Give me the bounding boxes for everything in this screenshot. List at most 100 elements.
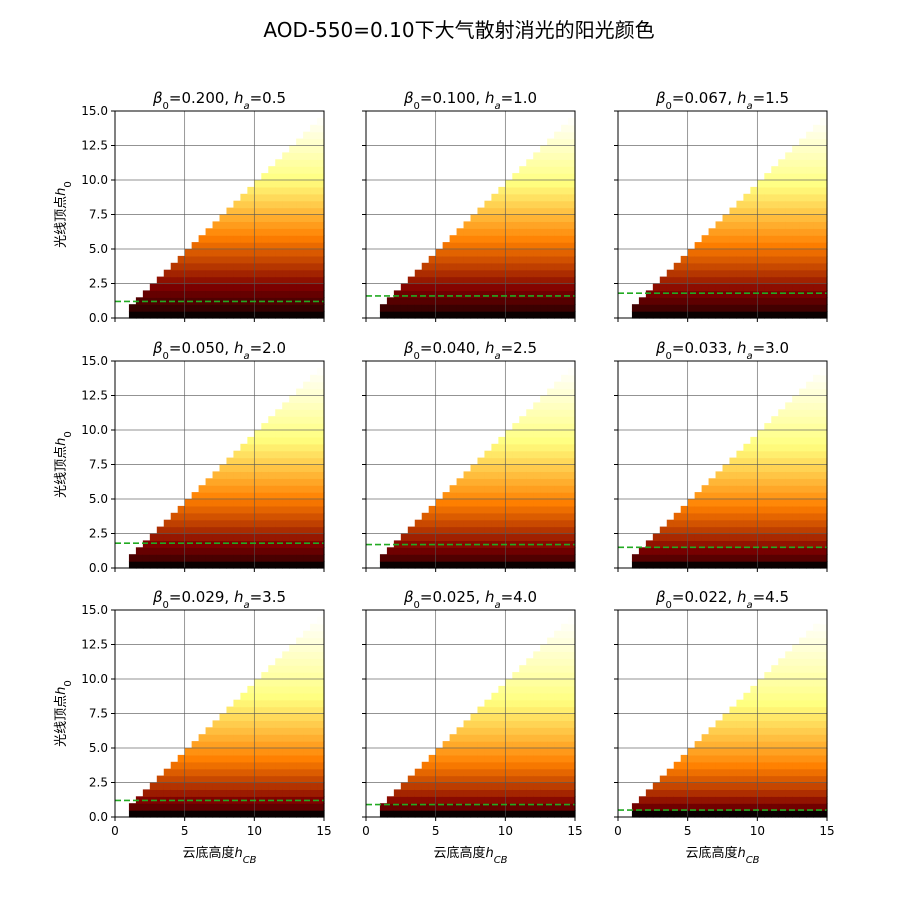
heatmap-cell [282,748,290,756]
heatmap-cell [240,768,248,777]
heatmap-cell [757,679,765,687]
heatmap-cell [442,748,451,756]
heatmap-cell [142,290,151,298]
heatmap-cell [778,699,786,708]
heatmap-cell [428,561,437,569]
heatmap-cell [407,290,416,298]
heatmap-cell [296,457,304,466]
heatmap-cell [310,540,318,548]
heatmap-cell [638,547,647,555]
heatmap-cell [268,443,276,452]
heatmap-cell [177,262,186,271]
heatmap-cell [533,457,541,466]
heatmap-cell [764,533,772,541]
heatmap-cell [757,782,765,790]
heatmap-cell [771,727,779,735]
heatmap-cell [156,290,165,298]
heatmap-cell [205,554,214,562]
heatmap-cell [708,235,717,243]
heatmap-cell [456,754,465,763]
heatmap-cell [505,533,513,541]
heatmap-cell [261,741,269,749]
heatmap-cell [310,685,318,694]
heatmap-cell [701,782,710,790]
heatmap-cell [233,457,241,466]
heatmap-cell [261,430,269,438]
heatmap-cell [799,436,807,445]
heatmap-cell [275,409,283,417]
heatmap-cell [561,526,569,535]
heatmap-cell [715,269,724,278]
heatmap-cell [289,810,297,818]
heatmap-cell [428,262,437,271]
heatmap-cell [303,395,311,403]
heatmap-cell [568,283,576,291]
heatmap-cell [184,782,193,790]
heatmap-cell [212,485,221,493]
heatmap-cell [652,533,661,541]
heatmap-cell [268,311,276,319]
heatmap-cell [449,768,458,777]
heatmap-cell [303,741,311,749]
heatmap-cell [296,145,304,153]
heatmap-cell [820,720,828,728]
heatmap-cell [219,540,228,548]
heatmap-cell [491,304,499,312]
heatmap-cell [254,311,262,319]
heatmap-cell [554,658,562,666]
heatmap-cell [310,803,318,811]
heatmap-cell [296,443,304,452]
heatmap-cell [554,214,562,222]
heatmap-cell [806,221,814,229]
heatmap-cell [813,283,821,291]
heatmap-cell [512,478,520,486]
heatmap-cell [568,402,576,410]
heatmap-cell [659,283,668,291]
heatmap-cell [289,242,297,250]
heatmap-cell [820,741,828,749]
heatmap-cell [296,193,304,202]
heatmap-cell [771,665,779,673]
heatmap-cell [813,727,821,735]
heatmap-cell [568,796,576,804]
heatmap-cell [303,255,311,264]
heatmap-cell [505,478,513,486]
heatmap-cell [526,242,534,250]
heatmap-cell [743,699,751,708]
heatmap-cell [400,561,409,569]
heatmap-cell [170,789,179,797]
heatmap-cell [687,540,696,548]
heatmap-cell [428,283,437,291]
heatmap-cell [163,533,172,541]
heatmap-cell [289,262,297,271]
heatmap-cell [785,290,793,298]
heatmap-cell [806,485,814,493]
heatmap-cell [743,512,751,521]
heatmap-cell [435,561,444,569]
heatmap-cell [540,810,548,818]
heatmap-cell [463,554,472,562]
heatmap-cell [771,311,779,319]
heatmap-cell [757,727,765,735]
heatmap-cell [687,283,696,291]
heatmap-cell [547,796,555,804]
heatmap-cell [233,699,241,708]
heatmap-cell [729,297,738,305]
heatmap-cell [198,796,207,804]
heatmap-cell [191,803,200,811]
heatmap-cell [806,761,814,770]
heatmap-cell [470,803,479,811]
heatmap-cell [785,249,793,257]
heatmap-cell [561,672,569,680]
heatmap-cell [289,283,297,291]
heatmap-cell [540,561,548,569]
heatmap-cell [673,311,682,319]
heatmap-cell [491,485,499,493]
heatmap-cell [128,304,137,312]
heatmap-cell [275,713,283,721]
heatmap-cell [268,665,276,673]
heatmap-cell [247,276,255,285]
heatmap-cell [568,644,576,652]
heatmap-cell [729,235,738,243]
heatmap-cell [813,526,821,535]
